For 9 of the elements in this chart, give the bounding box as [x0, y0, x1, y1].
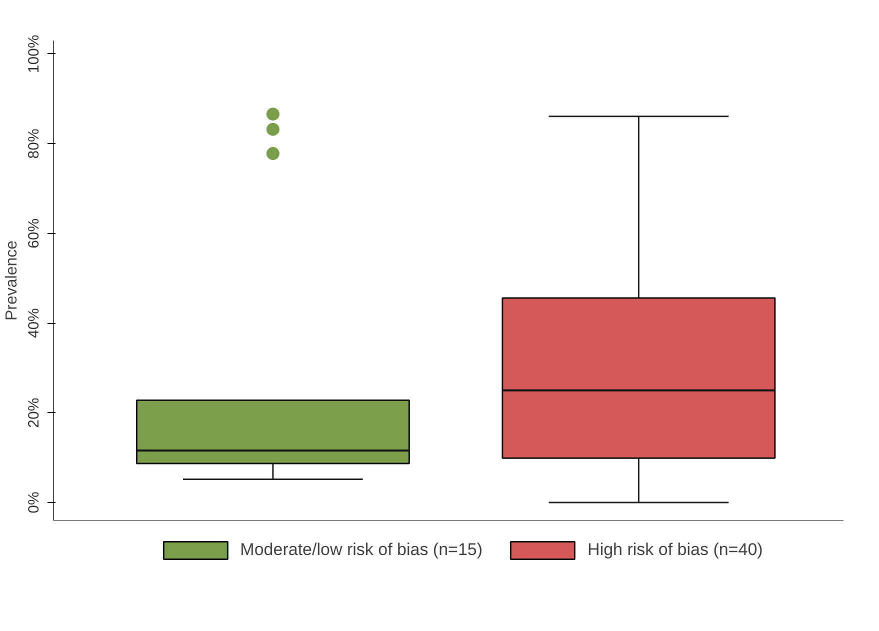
y-tick-label: 40% [26, 308, 42, 338]
legend-label: Moderate/low risk of bias (n=15) [240, 540, 483, 560]
y-tick-label: 100% [26, 34, 42, 74]
y-tick-label: 80% [26, 128, 42, 159]
y-axis-title: Prevalence [4, 240, 20, 321]
legend-label: High risk of bias (n=40) [588, 540, 763, 560]
y-tick-label: 0% [26, 492, 42, 514]
y-tick-label: 20% [26, 398, 42, 428]
y-tick-label: 60% [26, 218, 42, 248]
